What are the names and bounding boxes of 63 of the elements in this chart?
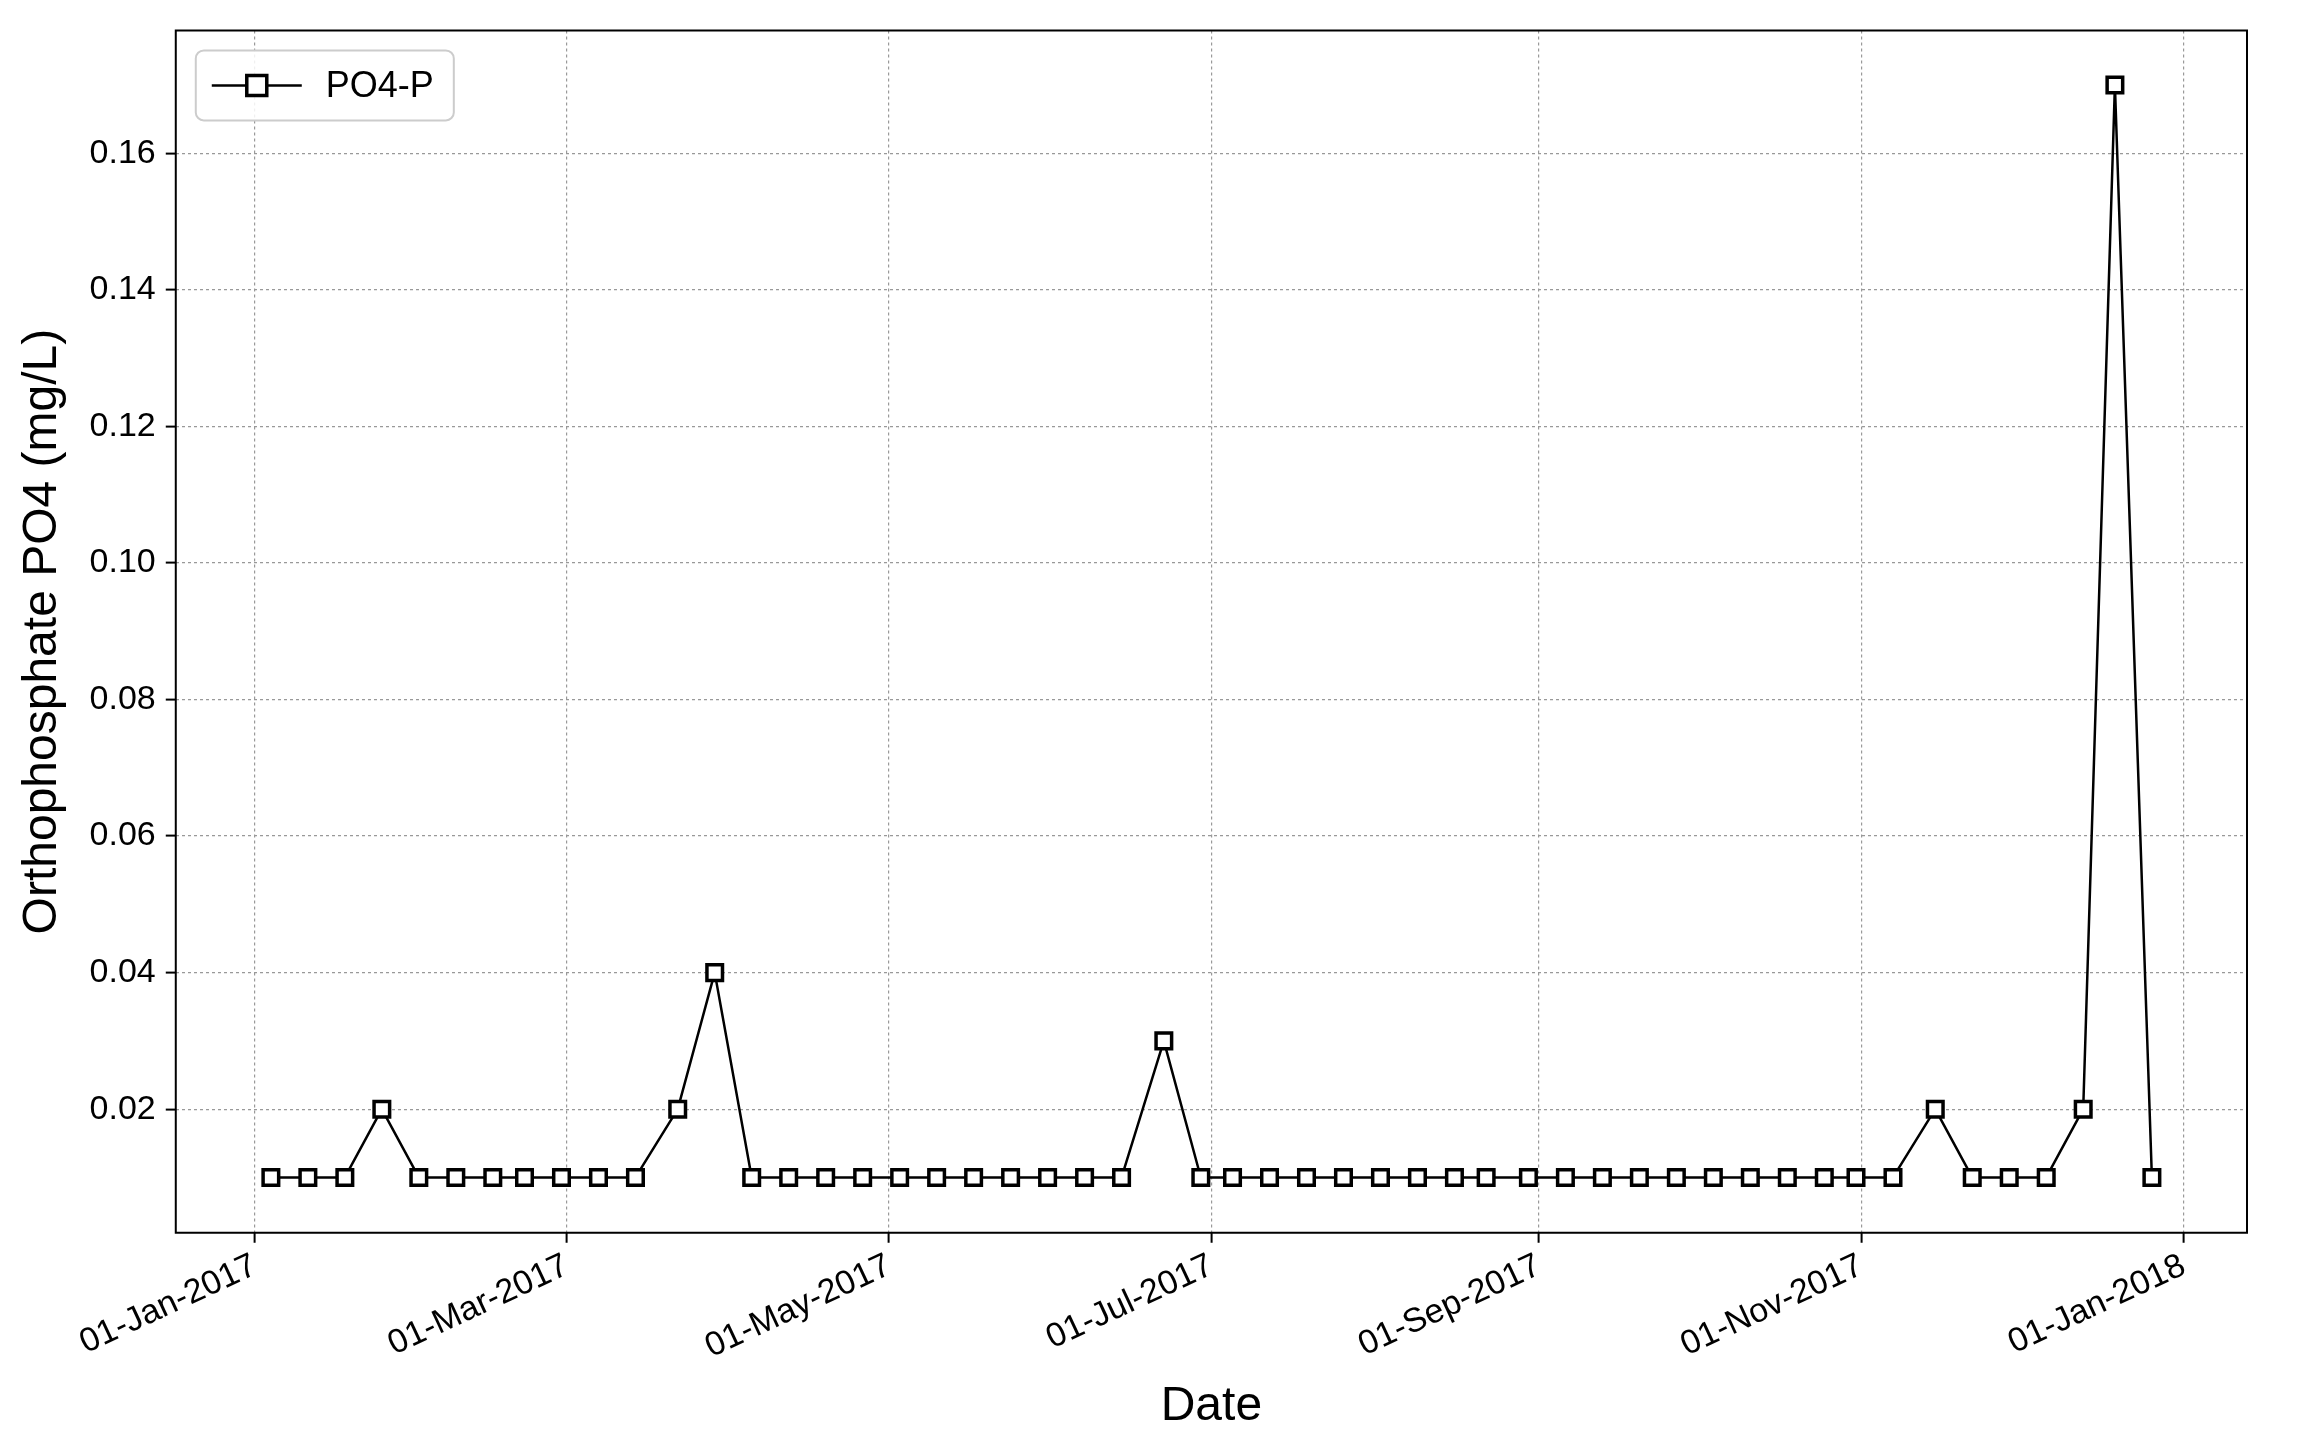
point [705, 963, 725, 983]
point [625, 1167, 645, 1187]
legend-label: PO4-P [325, 64, 434, 106]
x-axis-title: Date [1160, 1377, 1263, 1431]
point [335, 1167, 355, 1187]
point [1191, 1167, 1211, 1187]
point [372, 1099, 392, 1119]
point [1962, 1167, 1982, 1187]
point [742, 1167, 762, 1187]
point [446, 1167, 466, 1187]
point [1629, 1167, 1649, 1187]
point [1333, 1167, 1354, 1187]
point [927, 1167, 947, 1187]
point [2105, 75, 2125, 95]
point [1001, 1167, 1021, 1187]
point [2036, 1167, 2056, 1187]
y-tick-label: 0.10 [89, 541, 156, 580]
point [890, 1167, 910, 1187]
point [1370, 1167, 1390, 1187]
point [483, 1167, 503, 1187]
y-tick-label: 0.12 [89, 404, 156, 443]
point [1038, 1167, 1058, 1187]
point [853, 1167, 873, 1187]
point [1703, 1167, 1723, 1187]
y-tick-label: 0.16 [89, 131, 156, 170]
point [1407, 1167, 1427, 1187]
y-tick-label: 0.08 [89, 677, 156, 716]
point [1925, 1099, 1945, 1119]
point [2073, 1099, 2093, 1119]
point [551, 1167, 572, 1187]
point [816, 1167, 836, 1187]
point [1518, 1167, 1538, 1187]
point [1259, 1167, 1280, 1187]
y-tick-label: 0.04 [89, 951, 156, 989]
point [1999, 1167, 2019, 1187]
point [1296, 1167, 1317, 1187]
point [2142, 1167, 2162, 1187]
point [1592, 1167, 1612, 1187]
point [588, 1167, 608, 1187]
point [668, 1099, 688, 1119]
point [1112, 1167, 1132, 1187]
point [964, 1167, 984, 1187]
point [514, 1167, 535, 1187]
point [1777, 1167, 1797, 1187]
point [1740, 1167, 1760, 1187]
point [409, 1167, 429, 1187]
point [1555, 1167, 1575, 1187]
y-axis-title: Orthophosphate PO4 (mg/L) [13, 328, 67, 935]
point [261, 1167, 281, 1187]
point [1476, 1167, 1496, 1187]
point [1444, 1167, 1464, 1187]
point [298, 1167, 318, 1187]
point [1154, 1031, 1174, 1051]
point [1883, 1167, 1903, 1187]
y-tick-label: 0.02 [89, 1087, 156, 1126]
point [1666, 1167, 1686, 1187]
y-tick-label: 0.06 [89, 814, 156, 853]
point [1222, 1167, 1243, 1187]
y-tick-label: 0.14 [89, 268, 156, 307]
point [1846, 1167, 1866, 1187]
point [1075, 1167, 1095, 1187]
point [1814, 1167, 1834, 1187]
point [779, 1167, 799, 1187]
